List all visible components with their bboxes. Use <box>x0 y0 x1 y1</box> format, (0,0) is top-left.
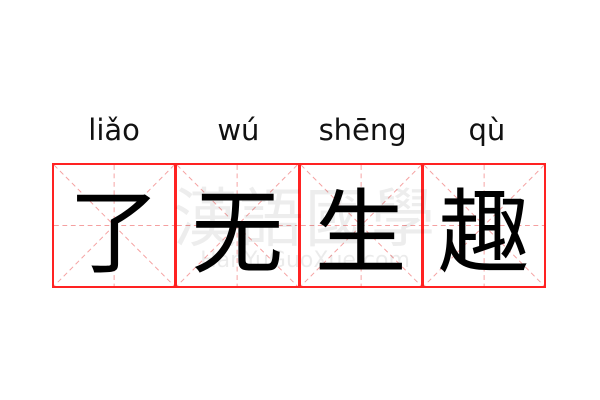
character-cell: 无 <box>175 163 300 288</box>
character: 生 <box>314 180 407 287</box>
pinyin-4: qù <box>468 113 506 147</box>
character-cell: 了 <box>52 163 177 288</box>
guide-lines <box>177 165 298 286</box>
watermark-site: HanYuGuoXue.com <box>200 248 410 273</box>
character-grid: 了 无 生 趣 <box>52 163 549 288</box>
character-cell: 生 <box>298 163 423 288</box>
pinyin-2: wú <box>217 113 260 147</box>
guide-lines <box>300 165 421 286</box>
watermark-logo: 漢語國學 <box>173 183 437 257</box>
character-cell: 趣 <box>421 163 546 288</box>
character: 趣 <box>437 180 530 287</box>
character: 无 <box>191 180 284 287</box>
guide-lines <box>423 165 544 286</box>
pinyin-1: liǎo <box>88 113 140 147</box>
pinyin-3: shēng <box>318 113 407 147</box>
pinyin-row: liǎo wú shēng qù <box>52 108 549 152</box>
character: 了 <box>68 180 161 287</box>
guide-lines <box>54 165 175 286</box>
